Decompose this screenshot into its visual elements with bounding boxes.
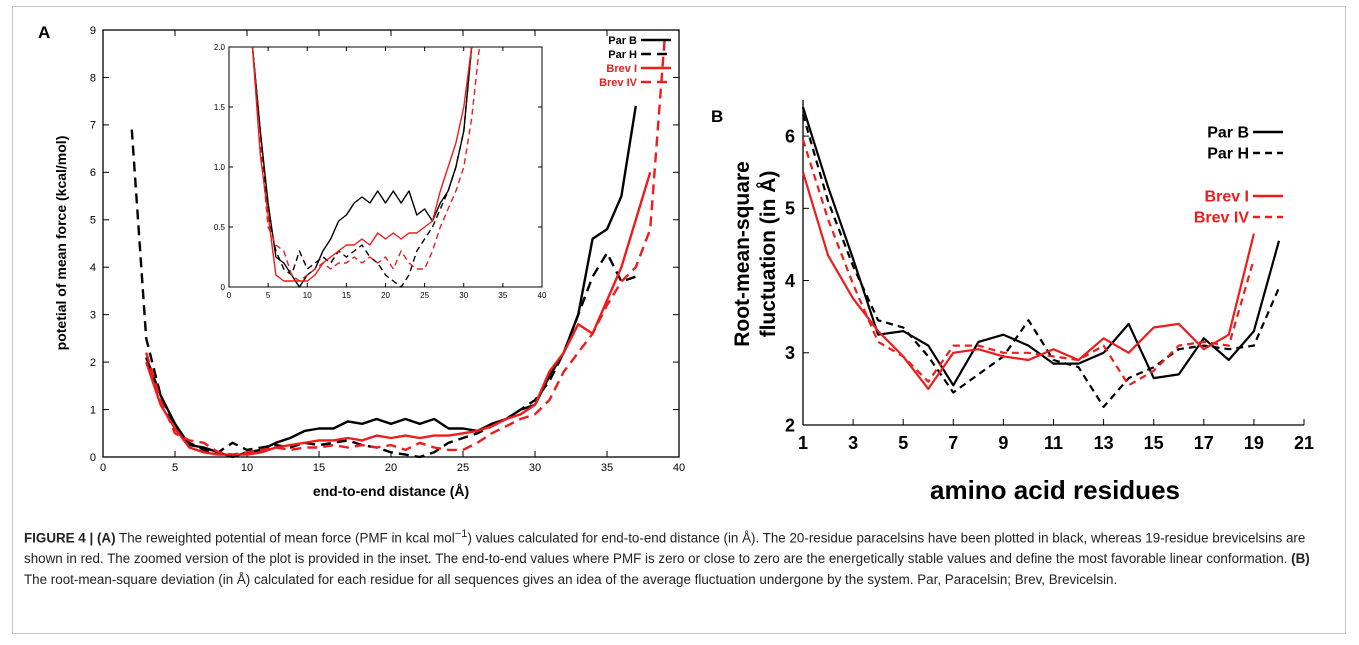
panel-a-x-tick-label: 15 [313,462,325,474]
inset-series-group [251,46,481,288]
panel-a-x-ticks: 0 5 10 15 20 25 30 35 40 [100,30,685,474]
panel-a-legend-label-par-h: Par H [608,49,637,61]
panel-b-y-ticks: 2 3 4 5 6 [785,126,809,435]
inset-series-par-h [251,46,473,288]
inset-series-brev-iv [251,46,481,282]
panel-a-y-tick-label: 8 [90,72,96,84]
inset-y-tick-label: 2.0 [214,43,226,52]
panel-a-legend: Par B Par H Brev I Brev IV [599,35,671,89]
panel-b-legend-label-brev-iv: Brev IV [1194,210,1249,227]
panel-a-y-tick-label: 2 [90,357,96,369]
inset-y-tick-label: 1.5 [214,103,226,112]
caption-part-b-label: (B) [1291,551,1310,567]
inset-x-tick-label: 35 [498,291,507,300]
panel-b-x-tick-label: 9 [998,433,1008,453]
caption-text-a2: ) values calculated for end-to-end dista… [24,530,1306,567]
panel-a-y-axis-label: potetial of mean force (kcal/mol) [53,136,69,351]
panel-b-x-tick-label: 11 [1044,433,1063,453]
inset-x-tick-label: 20 [381,291,390,300]
panel-b-legend-label-par-h: Par H [1207,146,1249,163]
panel-a-letter: A [38,23,50,42]
inset-x-tick-label: 0 [227,291,232,300]
panel-b-series-brev-iv [801,139,1255,387]
panel-a-x-tick-label: 5 [172,462,178,474]
panel-b-x-axis-label: amino acid residues [930,475,1180,505]
inset-x-tick-label: 25 [420,291,429,300]
inset-y-tick-label: 0.5 [214,223,226,232]
panel-b-y-tick-label: 2 [785,415,795,435]
inset-y-ticks: 0 0.5 1.0 1.5 2.0 [214,43,542,292]
panel-a-y-tick-label: 6 [90,167,96,179]
panel-b-y-axis-label-line2: fluctuation (in Å) [756,171,780,338]
panel-a-y-tick-label: 7 [90,120,96,132]
figure-caption: FIGURE 4 | (A) The reweighted potential … [24,524,1334,590]
panel-a-series-brev-iv [145,39,666,456]
panel-b-series-brev-i [801,171,1255,390]
panel-b-x-tick-label: 19 [1244,433,1264,453]
panel-b-series-group [801,106,1281,408]
panel-a-x-tick-label: 0 [100,462,106,474]
panel-b-x-ticks: 1 3 5 7 9 11 13 15 17 19 21 [798,419,1314,453]
caption-superscript: −1 [454,528,468,540]
inset-x-tick-label: 5 [266,291,271,300]
panel-b-x-tick-label: 5 [898,433,908,453]
panel-a-x-tick-label: 35 [601,462,613,474]
panel-b-x-tick-label: 17 [1194,433,1214,453]
inset-x-ticks: 0 5 10 15 20 25 30 35 40 [227,47,547,300]
inset-x-tick-label: 40 [538,291,547,300]
panel-a-y-tick-label: 9 [90,25,96,37]
panel-b-y-tick-label: 3 [785,343,795,363]
caption-text-a: The reweighted potential of mean force (… [115,530,455,546]
panel-b-letter: B [711,107,723,126]
panel-b-y-tick-label: 5 [785,199,795,219]
inset-series-par-b [251,46,473,288]
panel-a-x-tick-label: 30 [529,462,541,474]
panel-a-y-ticks: 0 1 2 3 4 5 6 7 8 9 [90,25,679,464]
panel-a-legend-label-brev-i: Brev I [606,63,637,75]
panel-b-legend-label-brev-i: Brev I [1205,189,1249,206]
panel-b-legend: Par B Par H Brev I Brev IV [1194,125,1283,227]
panel-b-legend-label-par-b: Par B [1207,125,1249,142]
panel-b-x-tick-label: 7 [948,433,958,453]
panel-a-x-tick-label: 20 [385,462,397,474]
panel-a-y-tick-label: 5 [90,215,96,227]
panel-b-x-tick-label: 1 [798,433,808,453]
panel-a-legend-label-par-b: Par B [608,35,637,47]
panel-b-y-tick-label: 4 [785,271,795,291]
figure-frame [12,6,1346,634]
caption-figure-label: FIGURE 4 | [24,530,94,546]
inset-y-tick-label: 1.0 [214,163,226,172]
panel-a-x-tick-label: 10 [241,462,253,474]
inset-series-brev-i [251,46,473,282]
panel-a-y-tick-label: 0 [90,452,96,464]
panel-b-series-par-h [801,114,1281,408]
inset-x-tick-label: 15 [342,291,351,300]
panel-a-y-tick-label: 1 [90,404,96,416]
caption-part-a-label: (A) [96,530,116,546]
panel-b-x-tick-label: 21 [1294,433,1314,453]
panel-a-series-group [130,39,666,459]
panel-a-x-tick-label: 25 [457,462,469,474]
inset-x-tick-label: 30 [459,291,468,300]
inset-x-tick-label: 10 [303,291,312,300]
inset-plot-frame [228,46,543,288]
panel-b-x-tick-label: 13 [1094,433,1114,453]
panel-a-inset: 0 5 10 15 20 25 30 35 40 0 0.5 1.0 1.5 2.0 [214,43,547,300]
panel-a-y-tick-label: 4 [90,262,96,274]
caption-text-b: The root-mean-square deviation (in Å) ca… [24,572,1118,588]
panel-b-y-tick-label: 6 [785,126,795,146]
panel-b-x-tick-label: 3 [848,433,858,453]
panel-a-x-tick-label: 40 [673,462,685,474]
panel-a-y-tick-label: 3 [90,310,96,322]
panel-a-legend-label-brev-iv: Brev IV [599,77,638,89]
panel-a-x-axis-label: end-to-end distance (Å) [313,483,469,499]
inset-y-tick-label: 0 [221,283,226,292]
panel-b-y-axis-label-line1: Root-mean-square [731,161,754,347]
panel-a-chart: A 0 5 10 15 20 25 30 35 40 0 1 2 3 4 5 6 7 8 9 end-to-end… [38,23,685,499]
panel-b-x-tick-label: 15 [1144,433,1164,453]
